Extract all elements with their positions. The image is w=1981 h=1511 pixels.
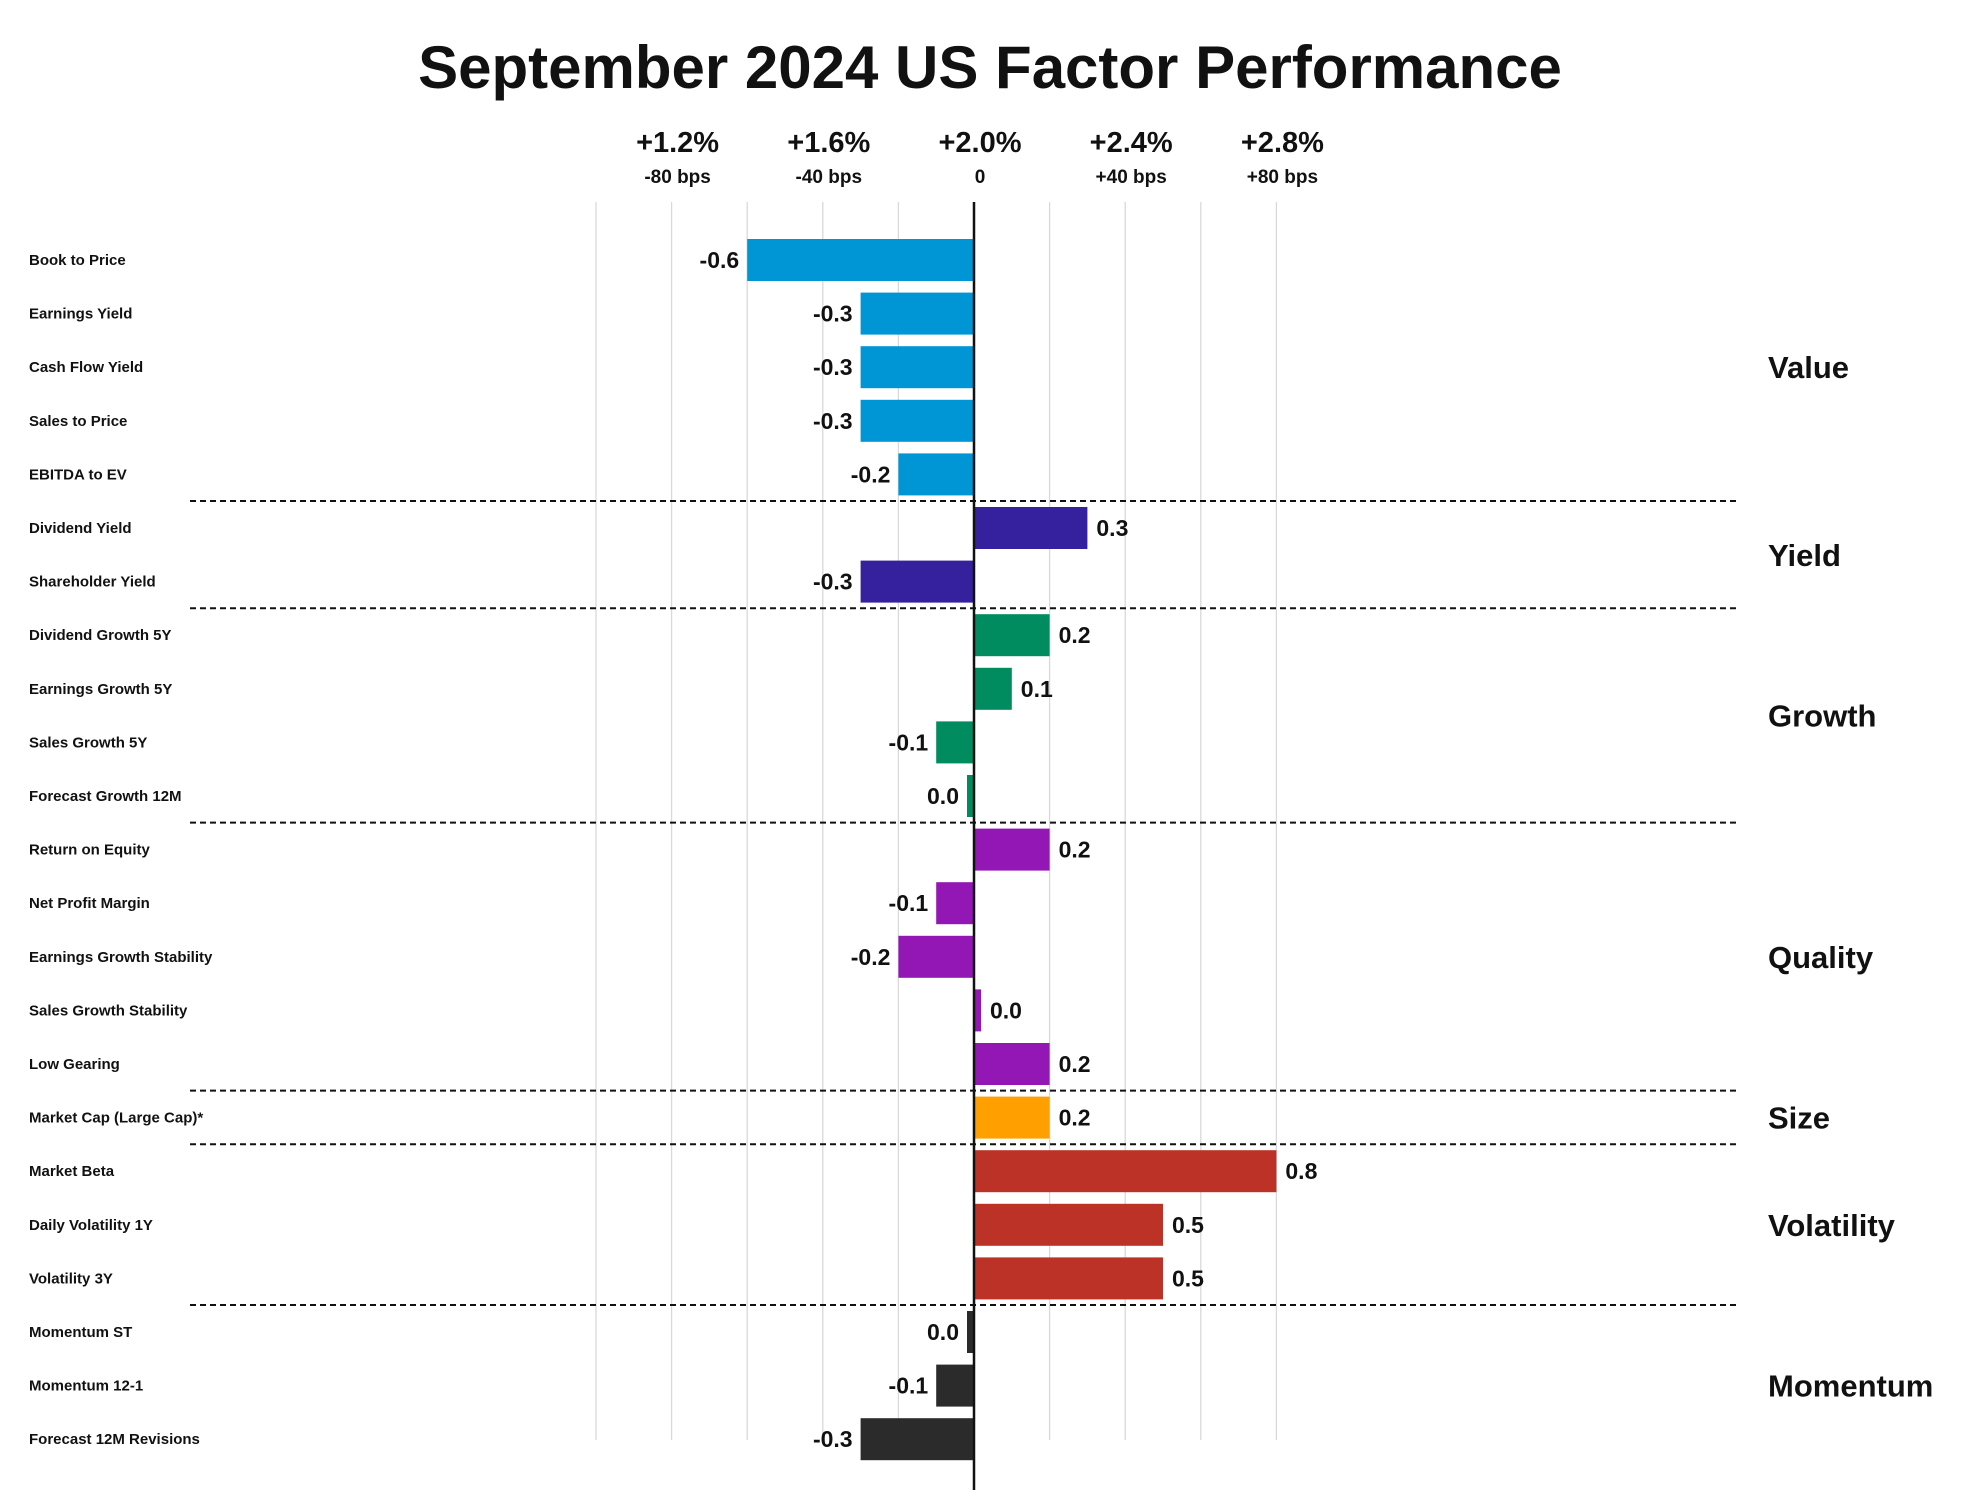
- value-label-17: 0.2: [1059, 1105, 1091, 1131]
- value-label-13: -0.1: [889, 890, 929, 916]
- value-label-18: 0.8: [1285, 1158, 1317, 1184]
- factor-label-12: Return on Equity: [29, 842, 150, 859]
- value-label-22: -0.1: [889, 1373, 929, 1399]
- bar-5: [898, 453, 974, 496]
- factor-label-8: Dividend Growth 5Y: [29, 627, 172, 644]
- bar-3: [860, 346, 974, 389]
- bar-10: [936, 721, 974, 764]
- value-label-9: 0.1: [1021, 676, 1053, 702]
- tick-sublabel-1: -40 bps: [796, 167, 863, 188]
- tick-sublabel-4: +80 bps: [1247, 167, 1318, 188]
- value-label-4: -0.3: [813, 408, 853, 434]
- value-label-8: 0.2: [1059, 622, 1091, 648]
- factor-label-16: Low Gearing: [29, 1056, 120, 1073]
- bar-22: [936, 1364, 974, 1407]
- value-label-2: -0.3: [813, 301, 853, 327]
- factor-label-17: Market Cap (Large Cap)*: [29, 1110, 203, 1127]
- bar-7: [860, 560, 974, 603]
- tick-label-0: +1.2%: [636, 127, 719, 159]
- tick-label-2: +2.0%: [938, 127, 1021, 159]
- group-separators: [190, 500, 1738, 1306]
- tick-label-4: +2.8%: [1241, 127, 1324, 159]
- labels: Book to Price -0.6 Earnings Yield -0.3 Cash …: [29, 247, 1933, 1452]
- chart-title: September 2024 US Factor Performance: [418, 34, 1562, 101]
- value-label-3: -0.3: [813, 354, 853, 380]
- factor-label-23: Forecast 12M Revisions: [29, 1431, 200, 1448]
- group-label-quality: Quality: [1768, 940, 1874, 975]
- factor-label-9: Earnings Growth 5Y: [29, 681, 172, 698]
- tick-sublabel-3: +40 bps: [1096, 167, 1167, 188]
- value-label-7: -0.3: [813, 569, 853, 595]
- bar-8: [974, 614, 1050, 657]
- value-label-1: -0.6: [700, 247, 740, 273]
- factor-label-22: Momentum 12-1: [29, 1378, 143, 1395]
- factor-label-21: Momentum ST: [29, 1324, 132, 1341]
- factor-label-15: Sales Growth Stability: [29, 1002, 188, 1019]
- x-axis-ticks: +1.2% -80 bps +1.6% -40 bps +2.0% 0 +2.4% +40 b…: [636, 127, 1324, 188]
- value-label-16: 0.2: [1059, 1051, 1091, 1077]
- value-label-10: -0.1: [889, 729, 929, 755]
- bar-11: [967, 775, 974, 817]
- factor-label-1: Book to Price: [29, 252, 126, 269]
- value-label-14: -0.2: [851, 944, 891, 970]
- value-label-15: 0.0: [990, 997, 1022, 1023]
- factor-label-14: Earnings Growth Stability: [29, 949, 213, 966]
- bars: [747, 239, 1277, 1461]
- factor-label-10: Sales Growth 5Y: [29, 734, 147, 751]
- value-label-19: 0.5: [1172, 1212, 1204, 1238]
- bar-2: [860, 292, 974, 335]
- group-label-growth: Growth: [1768, 699, 1877, 734]
- value-label-6: 0.3: [1096, 515, 1128, 541]
- bar-6: [974, 507, 1088, 549]
- group-label-yield: Yield: [1768, 538, 1841, 573]
- group-label-value: Value: [1768, 350, 1849, 385]
- factor-label-19: Daily Volatility 1Y: [29, 1217, 153, 1234]
- bar-16: [974, 1043, 1050, 1085]
- factor-label-13: Net Profit Margin: [29, 895, 150, 912]
- bar-13: [936, 882, 974, 925]
- value-label-23: -0.3: [813, 1426, 853, 1452]
- bar-18: [974, 1150, 1277, 1193]
- value-label-21: 0.0: [927, 1319, 959, 1345]
- bar-17: [974, 1096, 1050, 1139]
- bar-19: [974, 1203, 1163, 1246]
- factor-label-7: Shareholder Yield: [29, 574, 156, 591]
- group-label-volatility: Volatility: [1768, 1208, 1896, 1243]
- bar-14: [898, 935, 974, 978]
- bar-12: [974, 828, 1050, 871]
- factor-label-4: Sales to Price: [29, 413, 127, 430]
- tick-label-3: +2.4%: [1090, 127, 1173, 159]
- value-label-12: 0.2: [1059, 837, 1091, 863]
- factor-label-2: Earnings Yield: [29, 306, 132, 323]
- group-label-size: Size: [1768, 1101, 1830, 1136]
- tick-sublabel-2: 0: [975, 167, 986, 188]
- value-label-11: 0.0: [927, 783, 959, 809]
- tick-sublabel-0: -80 bps: [644, 167, 711, 188]
- factor-label-11: Forecast Growth 12M: [29, 788, 182, 805]
- factor-label-20: Volatility 3Y: [29, 1270, 113, 1287]
- bar-21: [967, 1311, 974, 1353]
- tick-label-1: +1.6%: [787, 127, 870, 159]
- value-label-20: 0.5: [1172, 1265, 1204, 1291]
- bar-1: [747, 239, 974, 281]
- factor-label-6: Dividend Yield: [29, 520, 132, 537]
- bar-23: [860, 1418, 974, 1461]
- bar-20: [974, 1257, 1163, 1300]
- bar-4: [860, 399, 974, 442]
- factor-label-18: Market Beta: [29, 1163, 115, 1180]
- value-label-5: -0.2: [851, 461, 891, 487]
- factor-label-5: EBITDA to EV: [29, 466, 127, 483]
- bar-15: [974, 989, 981, 1032]
- bar-9: [974, 667, 1012, 710]
- group-label-momentum: Momentum: [1768, 1369, 1933, 1404]
- factor-label-3: Cash Flow Yield: [29, 359, 143, 376]
